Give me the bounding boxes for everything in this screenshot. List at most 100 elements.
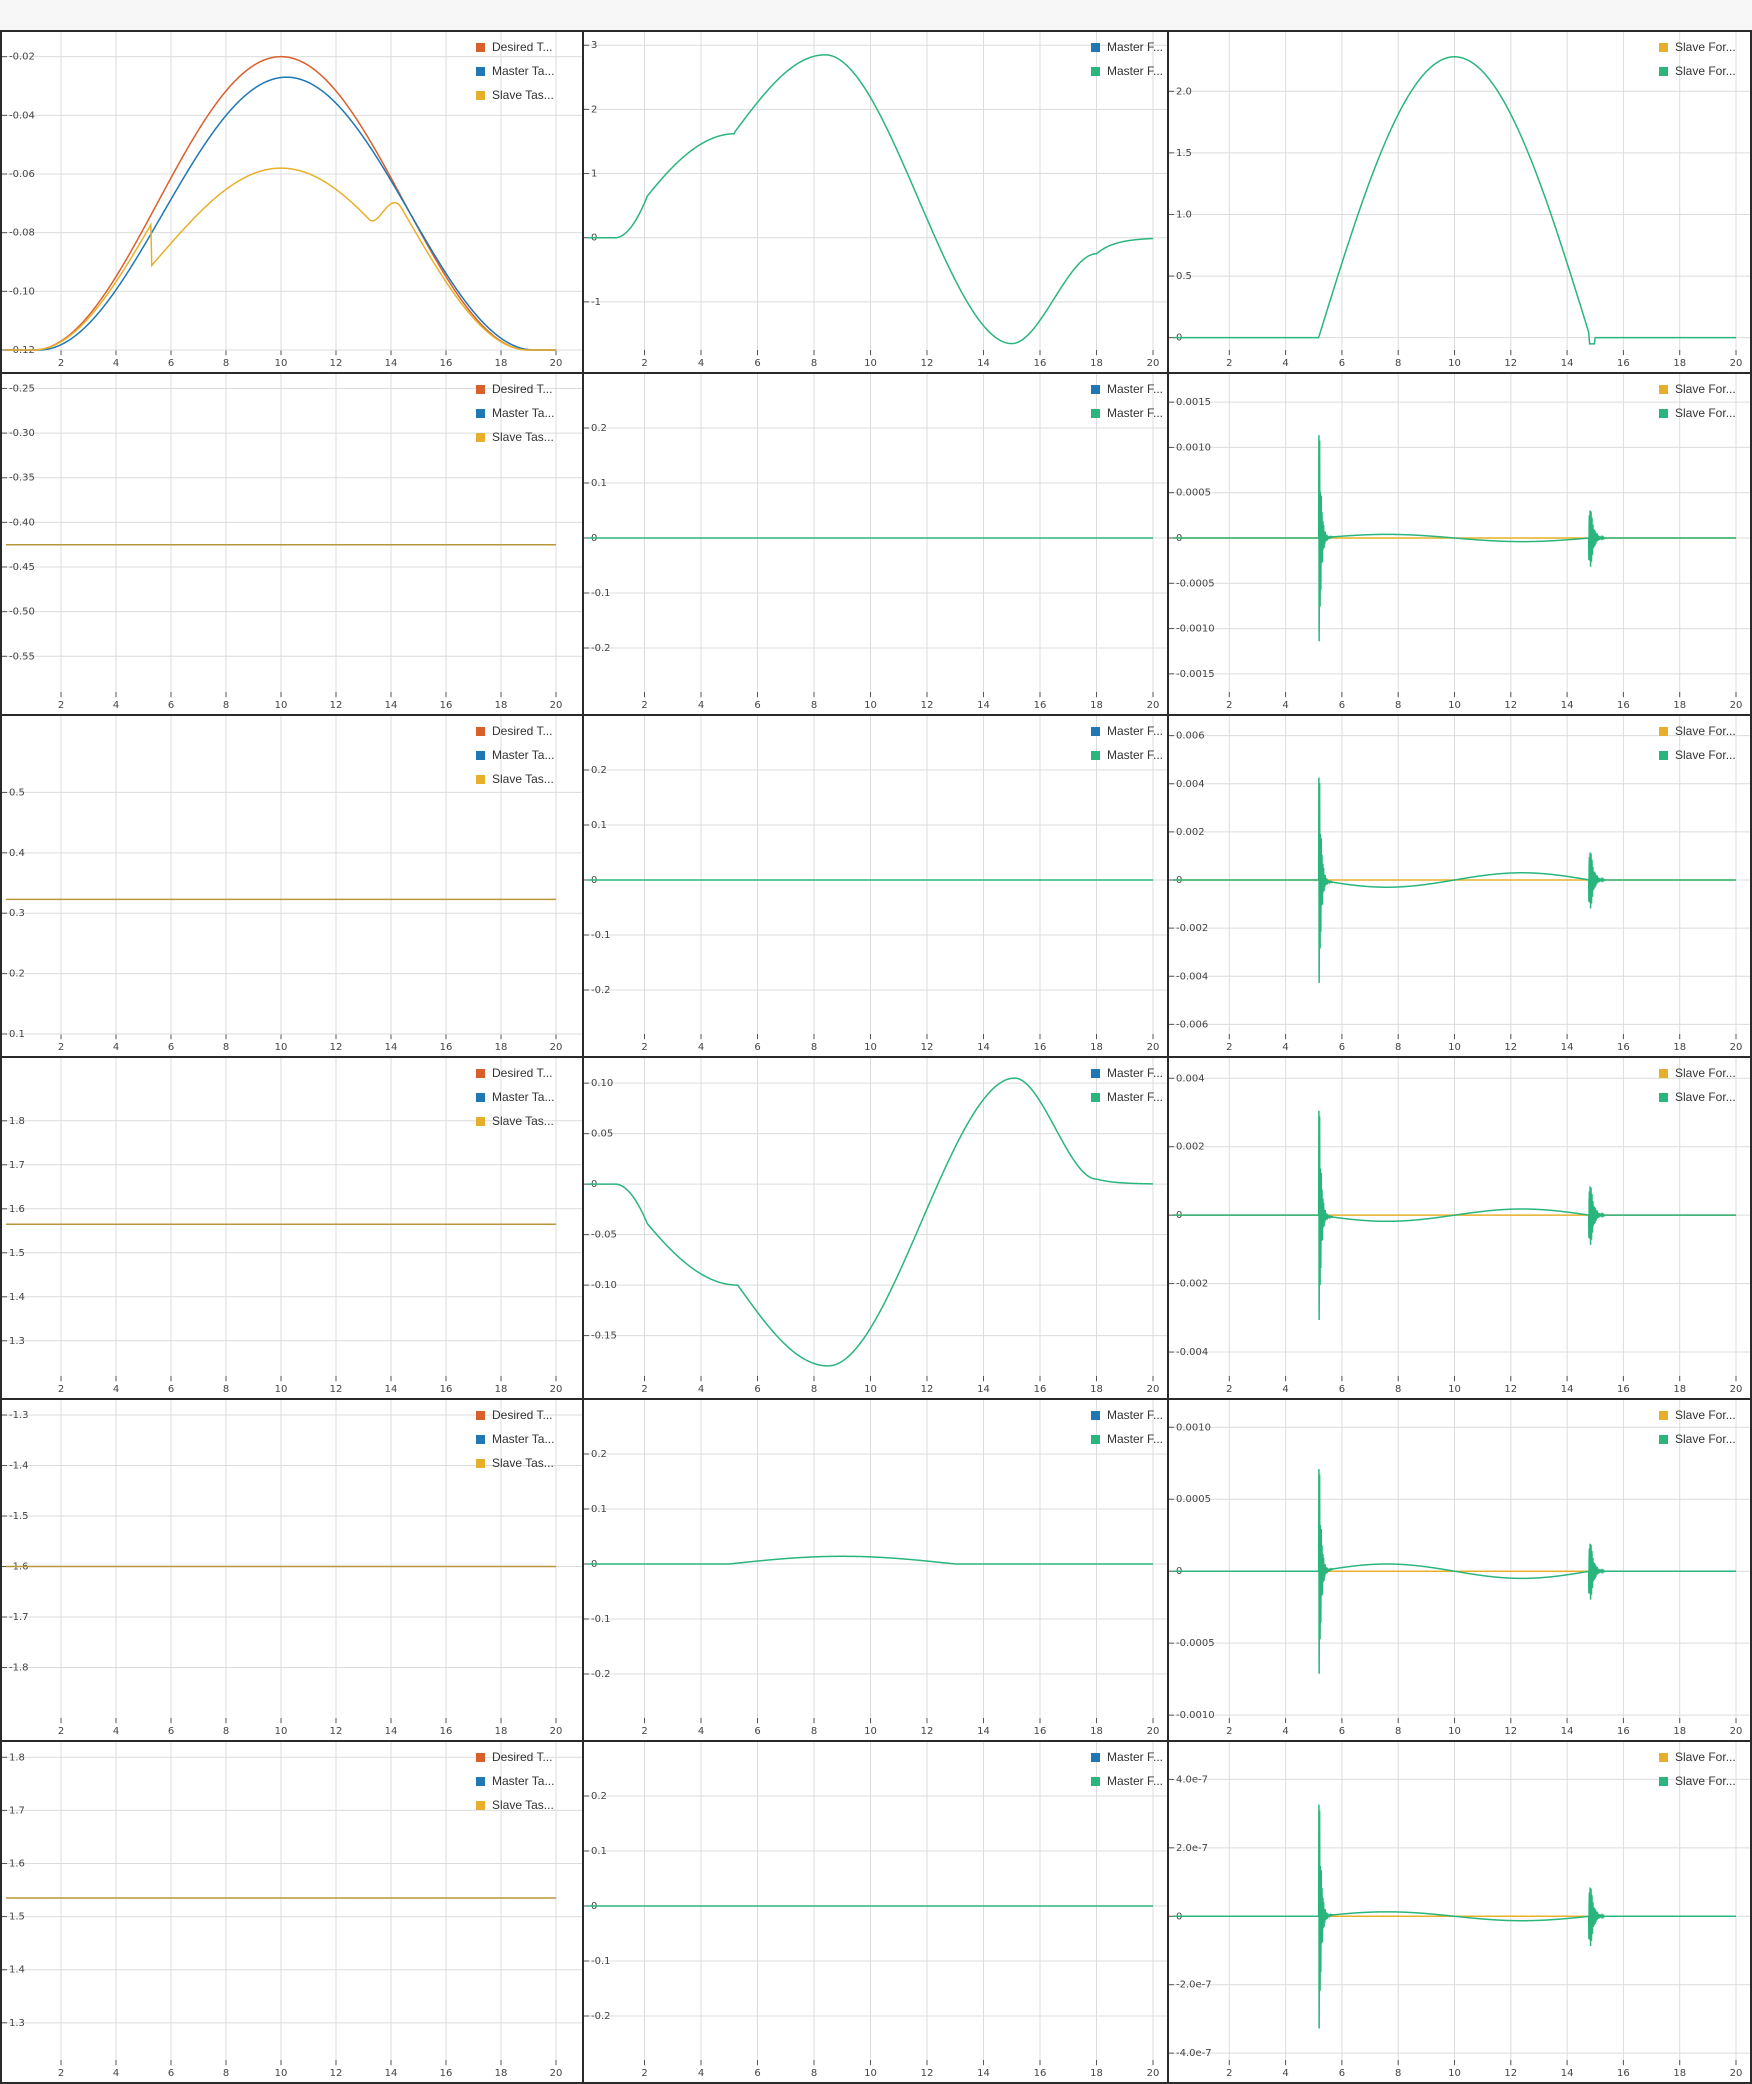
- x-tick-label: 12: [921, 2068, 934, 2079]
- legend-item[interactable]: Slave For...: [1659, 719, 1736, 743]
- chart-svg[interactable]: 2 4 6 8 10 12 14 16 18 200.100.050-0.05-0.10-0.15: [584, 1058, 1169, 1400]
- legend-item[interactable]: Slave For...: [1659, 59, 1736, 83]
- legend-item[interactable]: Master Ta...: [476, 1085, 554, 1109]
- x-tick-label: 10: [275, 1042, 288, 1053]
- legend-item[interactable]: Slave Tas...: [476, 425, 554, 449]
- legend-item[interactable]: Master F...: [1091, 1061, 1163, 1085]
- legend-item[interactable]: Master Ta...: [476, 401, 554, 425]
- legend-item[interactable]: Master F...: [1091, 59, 1163, 83]
- x-tick-label: 4: [113, 1042, 119, 1053]
- chart-svg[interactable]: 2 4 6 8 10 12 14 16 18 20 0.5 0.4 0.3 0.2 0.1: [2, 716, 584, 1058]
- legend-item[interactable]: Slave For...: [1659, 1403, 1736, 1427]
- chart-svg[interactable]: 2 4 6 8 10 12 14 16 18 200.20.10-0.1-0.2: [584, 716, 1169, 1058]
- x-tick-label: 16: [1617, 1042, 1630, 1053]
- chart-svg[interactable]: 2 4 6 8 10 12 14 16 18 200.00100.00050-0.0005-0.0…: [1169, 1400, 1752, 1742]
- chart-panel-p8: 2 4 6 8 10 12 14 16 18 20 0.006 0.004 0.002 0 -0.002 -0…: [1167, 714, 1752, 1058]
- x-tick-label: 8: [1395, 700, 1401, 711]
- x-tick-label: 8: [223, 2068, 229, 2079]
- legend-item[interactable]: Master F...: [1091, 743, 1163, 767]
- legend-item[interactable]: Desired T...: [476, 1403, 554, 1427]
- legend-item[interactable]: Desired T...: [476, 377, 554, 401]
- y-tick-label: 1.5: [9, 1912, 25, 1923]
- chart-svg[interactable]: 2 4 6 8 10 12 14 16 18 20-1.3-1.4-1.5-1.6-1.7-1.8: [2, 1400, 584, 1742]
- chart-svg[interactable]: 2 4 6 8 10 12 14 16 18 200.20.10-0.1-0.2: [584, 1400, 1169, 1742]
- legend-item[interactable]: Slave For...: [1659, 35, 1736, 59]
- x-tick-label: 8: [811, 1042, 817, 1053]
- x-tick-label: 16: [1034, 1726, 1047, 1737]
- x-tick-label: 14: [977, 2068, 990, 2079]
- legend-label: Slave Tas...: [492, 88, 554, 102]
- chart-svg[interactable]: 2 4 6 8 10 12 14 16 18 202.01.51.00.50: [1169, 32, 1752, 374]
- legend-item[interactable]: Desired T...: [476, 719, 554, 743]
- chart-svg[interactable]: 2 4 6 8 10 12 14 16 18 20 1.8 1.7 1.6 1.5 1.4 1.3: [2, 1058, 584, 1400]
- x-tick-label: 10: [864, 700, 877, 711]
- legend-label: Master F...: [1107, 64, 1164, 78]
- y-tick-label: -0.55: [9, 651, 35, 662]
- legend-swatch: [476, 408, 485, 418]
- chart-svg[interactable]: 2 4 6 8 10 12 14 16 18 200.00150.00100.00050-0.00…: [1169, 374, 1752, 716]
- legend-item[interactable]: Desired T...: [476, 35, 554, 59]
- x-tick-label: 20: [550, 358, 563, 369]
- legend-item[interactable]: Master F...: [1091, 35, 1163, 59]
- chart-panel-p12: 2 4 6 8 10 12 14 16 18 20 -1.3 -1.4 -1.5 -1.6 -1.7 -1.8…: [0, 1398, 584, 1742]
- x-tick-label: 16: [1617, 2068, 1630, 2079]
- legend-item[interactable]: Desired T...: [476, 1061, 554, 1085]
- legend-label: Slave For...: [1675, 1090, 1736, 1104]
- chart-svg[interactable]: 2 4 6 8 10 12 14 16 18 200.0060.0040.0020-0.002-0…: [1169, 716, 1752, 1058]
- y-tick-label: 0.3: [9, 908, 25, 919]
- legend-item[interactable]: Slave For...: [1659, 1745, 1736, 1769]
- legend-item[interactable]: Master Ta...: [476, 1769, 554, 1793]
- legend-item[interactable]: Master F...: [1091, 1769, 1163, 1793]
- chart-svg[interactable]: 2 4 6 8 10 12 14 16 18 204.0e-72.0e-70-2.0e-7-4.0…: [1169, 1742, 1752, 2084]
- chart-legend: Master F... Master F...: [1091, 377, 1163, 425]
- y-tick-label: 0.1: [591, 1846, 607, 1857]
- legend-item[interactable]: Slave For...: [1659, 401, 1736, 425]
- chart-legend: Slave For... Slave For...: [1659, 1745, 1736, 1793]
- legend-item[interactable]: Slave For...: [1659, 743, 1736, 767]
- legend-label: Desired T...: [492, 1408, 553, 1422]
- chart-svg[interactable]: 2 4 6 8 10 12 14 16 18 20 -0.02 -0.04 -0.06 -0.08 -0.1…: [2, 32, 584, 374]
- legend-item[interactable]: Slave Tas...: [476, 1109, 554, 1133]
- legend-item[interactable]: Slave Tas...: [476, 1451, 554, 1475]
- legend-item[interactable]: Slave For...: [1659, 1769, 1736, 1793]
- x-tick-label: 20: [1730, 1384, 1743, 1395]
- legend-item[interactable]: Slave Tas...: [476, 1793, 554, 1817]
- legend-item[interactable]: Slave For...: [1659, 377, 1736, 401]
- legend-item[interactable]: Master F...: [1091, 401, 1163, 425]
- legend-item[interactable]: Desired T...: [476, 1745, 554, 1769]
- legend-item[interactable]: Slave Tas...: [476, 767, 554, 791]
- legend-item[interactable]: Slave For...: [1659, 1085, 1736, 1109]
- legend-item[interactable]: Master Ta...: [476, 1427, 554, 1451]
- x-tick-label: 8: [811, 2068, 817, 2079]
- legend-item[interactable]: Slave For...: [1659, 1427, 1736, 1451]
- legend-item[interactable]: Master Ta...: [476, 59, 554, 83]
- x-tick-label: 12: [330, 2068, 343, 2079]
- chart-legend: Slave For... Slave For...: [1659, 719, 1736, 767]
- chart-svg[interactable]: 2 4 6 8 10 12 14 16 18 200.20.10-0.1-0.2: [584, 1742, 1169, 2084]
- chart-legend: Master F... Master F...: [1091, 1745, 1163, 1793]
- y-tick-label: -0.02: [9, 52, 35, 63]
- legend-item[interactable]: Master F...: [1091, 1085, 1163, 1109]
- legend-item[interactable]: Master F...: [1091, 1427, 1163, 1451]
- y-tick-label: 0.002: [1176, 1142, 1205, 1153]
- y-tick-label: -0.2: [591, 985, 611, 996]
- legend-swatch: [476, 384, 485, 394]
- x-tick-label: 10: [1448, 1042, 1461, 1053]
- legend-item[interactable]: Slave Tas...: [476, 83, 554, 107]
- x-tick-label: 20: [1147, 2068, 1160, 2079]
- legend-label: Slave For...: [1675, 382, 1736, 396]
- legend-item[interactable]: Master F...: [1091, 1745, 1163, 1769]
- legend-item[interactable]: Master F...: [1091, 1403, 1163, 1427]
- legend-item[interactable]: Master F...: [1091, 719, 1163, 743]
- y-tick-label: 1.8: [9, 1752, 25, 1763]
- chart-svg[interactable]: 2 4 6 8 10 12 14 16 18 20 -0.25 -0.30 -0.35 -0.40 -0.4…: [2, 374, 584, 716]
- legend-swatch: [476, 1752, 485, 1762]
- legend-item[interactable]: Slave For...: [1659, 1061, 1736, 1085]
- legend-item[interactable]: Master Ta...: [476, 743, 554, 767]
- legend-item[interactable]: Master F...: [1091, 377, 1163, 401]
- legend-label: Slave For...: [1675, 64, 1736, 78]
- chart-svg[interactable]: 2 4 6 8 10 12 14 16 18 20 1.8 1.7 1.6 1.5 1.4 1.3: [2, 1742, 584, 2084]
- chart-svg[interactable]: 2 4 6 8 10 12 14 16 18 200.20.10-0.1-0.2: [584, 374, 1169, 716]
